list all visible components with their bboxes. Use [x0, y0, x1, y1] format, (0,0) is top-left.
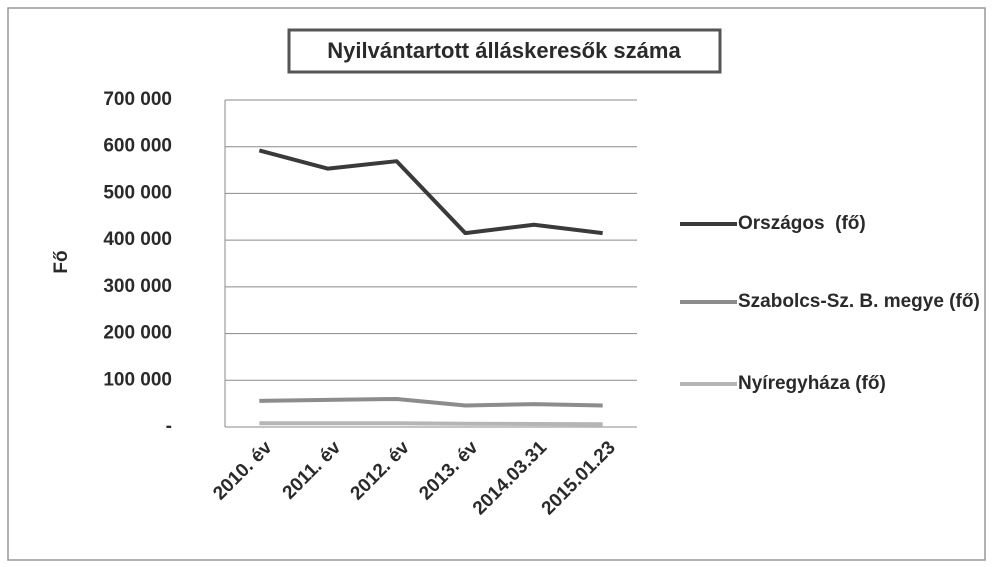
legend-label: Országos (fő) — [738, 213, 866, 234]
series-line — [258, 148, 603, 236]
x-tick-label: 2011. év — [279, 437, 346, 504]
legend-label: Nyíregyháza (fő) — [738, 373, 886, 394]
y-tick-label: 500 000 — [103, 182, 172, 203]
y-tick-label: 200 000 — [103, 323, 172, 344]
series-line — [259, 396, 603, 408]
chart-title: Nyilvántartott álláskeresők száma — [327, 38, 681, 63]
y-tick-label: 400 000 — [103, 229, 172, 250]
y-axis-label: Fő — [51, 250, 72, 273]
y-tick-label: 300 000 — [103, 276, 172, 297]
legend-label: Szabolcs-Sz. B. megye (fő) — [738, 291, 980, 312]
y-tick-label: 100 000 — [103, 369, 172, 390]
series-line — [259, 421, 603, 427]
x-tick-label: 2012. év — [347, 437, 414, 504]
title-box — [287, 28, 722, 74]
x-tick-label: 2010. év — [209, 437, 276, 504]
y-tick-label: - — [166, 416, 172, 437]
y-tick-label: 700 000 — [103, 89, 172, 110]
y-tick-label: 600 000 — [103, 136, 172, 157]
x-tick-label: 2013. év — [415, 437, 482, 504]
x-tick-label: 2015.01.23 — [538, 437, 620, 519]
chart-frame — [7, 7, 986, 561]
